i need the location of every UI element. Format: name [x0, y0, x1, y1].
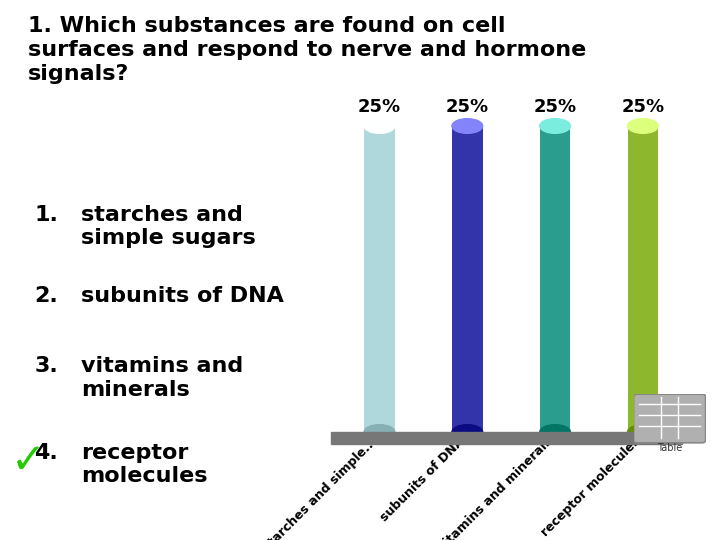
- Text: receptor
molecules: receptor molecules: [81, 443, 207, 486]
- Bar: [331, 432, 683, 444]
- Ellipse shape: [540, 424, 570, 440]
- Ellipse shape: [628, 119, 658, 133]
- Text: 25%: 25%: [534, 98, 577, 116]
- Ellipse shape: [452, 424, 482, 440]
- Text: Table: Table: [657, 443, 683, 453]
- Text: 3.: 3.: [35, 356, 58, 376]
- Text: 1. Which substances are found on cell
surfaces and respond to nerve and hormone
: 1. Which substances are found on cell su…: [27, 16, 586, 84]
- Text: 2.: 2.: [35, 286, 58, 306]
- Text: 25%: 25%: [358, 98, 401, 116]
- FancyBboxPatch shape: [634, 394, 706, 443]
- Ellipse shape: [364, 424, 395, 440]
- Ellipse shape: [628, 424, 658, 440]
- Ellipse shape: [540, 119, 570, 133]
- Bar: [540, 126, 570, 432]
- Text: 1.: 1.: [35, 205, 58, 225]
- Bar: [452, 126, 482, 432]
- Text: ✓: ✓: [11, 440, 46, 482]
- Bar: [628, 126, 658, 432]
- Text: starches and
simple sugars: starches and simple sugars: [81, 205, 256, 248]
- Text: subunits of DNA: subunits of DNA: [81, 286, 284, 306]
- Ellipse shape: [364, 119, 395, 133]
- Text: vitamins and
minerals: vitamins and minerals: [81, 356, 243, 400]
- Text: 4.: 4.: [35, 443, 58, 463]
- Text: 25%: 25%: [621, 98, 665, 116]
- Ellipse shape: [452, 119, 482, 133]
- Text: 25%: 25%: [446, 98, 489, 116]
- Bar: [364, 126, 395, 432]
